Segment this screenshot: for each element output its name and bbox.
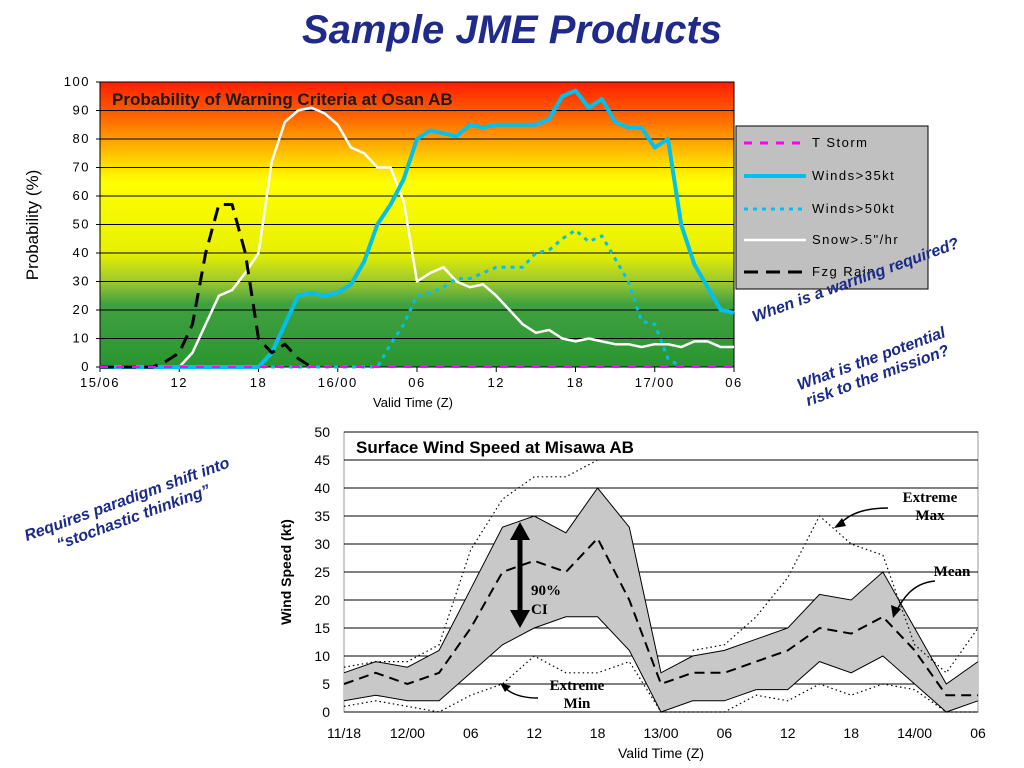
wind-y-ticks: 0 5 10 15 20 25 30 35 40 45 50	[314, 424, 330, 720]
wind-y-tick-label: 40	[314, 480, 330, 496]
legend-entry-tstorm: T Storm	[812, 135, 869, 150]
probability-x-axis-title: Valid Time (Z)	[373, 395, 453, 410]
prob-y-tick-label: 0	[81, 359, 90, 374]
legend-entry-fzg-rain: Fzg Rain	[812, 264, 876, 279]
wind-series-ci-upper	[343, 487, 979, 685]
wind-chart-title: Surface Wind Speed at Misawa AB	[356, 438, 634, 457]
prob-y-tick-label: 80	[73, 131, 90, 146]
prob-y-tick-label: 70	[73, 160, 90, 175]
extreme-max-label-2: Max	[915, 508, 945, 524]
probability-x-ticks: 15/06 12 18 16/00 06 12 18 17/00 06	[80, 367, 742, 390]
wind-x-tick-label: 06	[463, 725, 479, 741]
probability-legend: T Storm Winds>35kt Winds>50kt Snow>.5"/h…	[735, 125, 929, 290]
prob-x-tick-label: 18	[250, 375, 267, 390]
wind-y-tick-label: 25	[314, 564, 330, 580]
ci-label-percent: 90%	[531, 583, 561, 599]
wind-x-tick-label: 11/18	[327, 725, 361, 741]
probability-chart-title: Probability of Warning Criteria at Osan …	[112, 90, 453, 109]
extreme-min-label-1: Extreme	[550, 678, 605, 694]
wind-y-tick-label: 15	[314, 620, 330, 636]
prob-x-tick-label: 18	[567, 375, 584, 390]
prob-x-tick-label: 17/00	[635, 375, 675, 390]
wind-y-tick-label: 10	[314, 648, 330, 664]
prob-y-tick-label: 10	[73, 331, 90, 346]
wind-x-tick-label: 18	[590, 725, 606, 741]
prob-series-fzg-rain	[100, 203, 313, 369]
prob-x-tick-label: 06	[725, 375, 742, 390]
wind-x-ticks: 11/18 12/00 06 12 18 13/00 06 12 18 14/00 06	[327, 725, 986, 741]
prob-series-winds-35kt	[100, 88, 735, 369]
wind-y-tick-label: 35	[314, 508, 330, 524]
wind-y-tick-label: 30	[314, 536, 330, 552]
prob-y-tick-label: 40	[73, 245, 90, 260]
wind-series-extreme-max	[343, 459, 598, 668]
wind-series-mean	[343, 536, 978, 697]
wind-x-tick-label: 06	[970, 725, 986, 741]
extreme-min-label-2: Min	[564, 696, 591, 712]
prob-x-tick-label: 16/00	[318, 375, 358, 390]
wind-y-axis-title: Wind Speed (kt)	[278, 519, 294, 625]
wind-x-tick-label: 12/00	[390, 725, 425, 741]
wind-y-tick-label: 20	[314, 592, 330, 608]
probability-y-ticks: 0 10 20 30 40 50 60 70 80 90 100	[64, 74, 100, 374]
probability-y-axis-title: Probability (%)	[23, 170, 42, 281]
prob-y-tick-label: 100	[64, 74, 90, 89]
ci-label-ci: CI	[531, 602, 548, 618]
prob-y-tick-label: 50	[73, 217, 90, 232]
prob-series-snow-5-hr	[100, 106, 734, 369]
prob-series-winds-50kt	[100, 228, 682, 369]
wind-series-extreme-min	[343, 655, 978, 713]
legend-entry-snow: Snow>.5"/hr	[812, 232, 899, 247]
prob-y-tick-label: 90	[73, 103, 90, 118]
wind-x-tick-label: 12	[780, 725, 796, 741]
prob-x-tick-label: 12	[488, 375, 505, 390]
prob-x-tick-label: 06	[408, 375, 425, 390]
prob-y-tick-label: 60	[73, 188, 90, 203]
wind-x-tick-label: 14/00	[897, 725, 932, 741]
wind-y-tick-label: 0	[322, 704, 330, 720]
wind-x-tick-label: 13/00	[643, 725, 678, 741]
legend-entry-winds50: Winds>50kt	[812, 201, 895, 216]
mean-label: Mean	[934, 564, 971, 580]
wind-x-tick-label: 12	[526, 725, 542, 741]
wind-y-tick-label: 50	[314, 424, 330, 440]
wind-x-axis-title: Valid Time (Z)	[618, 745, 704, 761]
ci-double-arrow	[510, 522, 530, 628]
wind-series	[343, 459, 979, 713]
slide-title: Sample JME Products	[301, 8, 723, 52]
wind-y-tick-label: 45	[314, 452, 330, 468]
probability-series	[100, 88, 735, 369]
legend-entry-winds35: Winds>35kt	[812, 168, 895, 183]
ci-band	[344, 488, 978, 712]
prob-x-tick-label: 12	[171, 375, 188, 390]
prob-x-tick-label: 15/06	[80, 375, 120, 390]
wind-x-tick-label: 06	[717, 725, 733, 741]
prob-y-tick-label: 20	[73, 302, 90, 317]
extreme-max-label-1: Extreme	[903, 490, 958, 506]
wind-x-tick-label: 18	[843, 725, 859, 741]
wind-y-tick-label: 5	[322, 676, 330, 692]
prob-y-tick-label: 30	[73, 274, 90, 289]
